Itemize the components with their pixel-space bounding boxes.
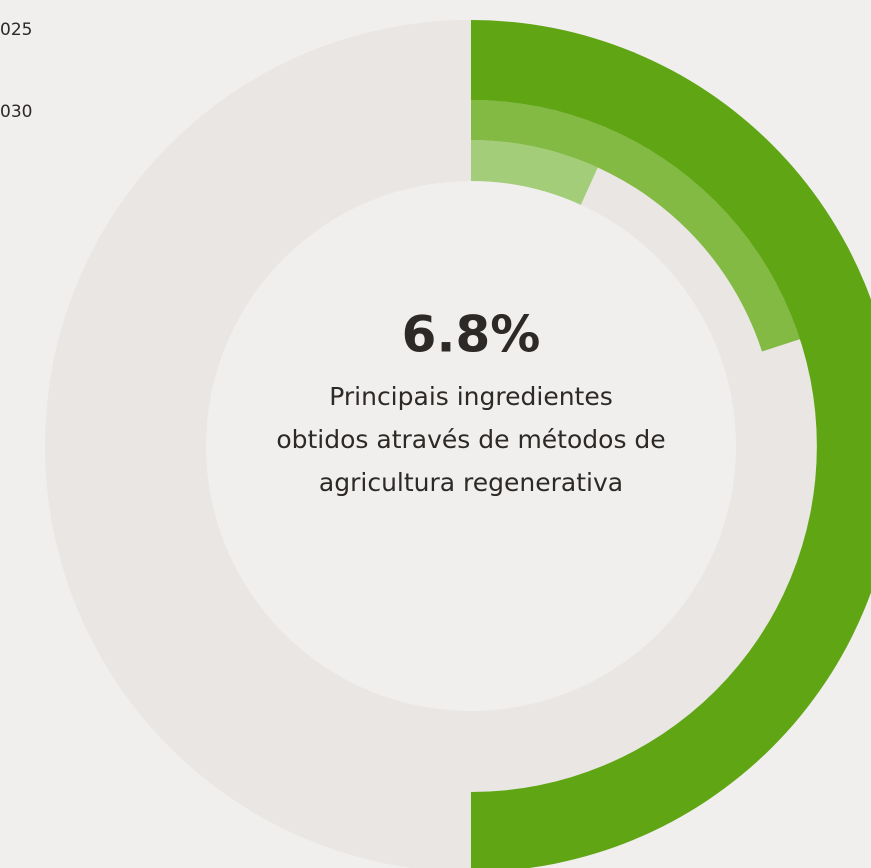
legend-label: 025 <box>0 20 32 40</box>
subtitle-line: agricultura regenerativa <box>319 468 623 497</box>
subtitle-line: Principais ingredientes <box>329 382 613 411</box>
subtitle-line: obtidos através de métodos de <box>276 425 665 454</box>
ring-arc <box>471 20 871 868</box>
legend-label: 030 <box>0 102 32 122</box>
ring-arc <box>471 140 598 205</box>
ring-track <box>45 20 871 868</box>
rings <box>45 20 871 868</box>
center-value: 6.8% <box>402 306 541 364</box>
ring-arc <box>471 100 801 352</box>
